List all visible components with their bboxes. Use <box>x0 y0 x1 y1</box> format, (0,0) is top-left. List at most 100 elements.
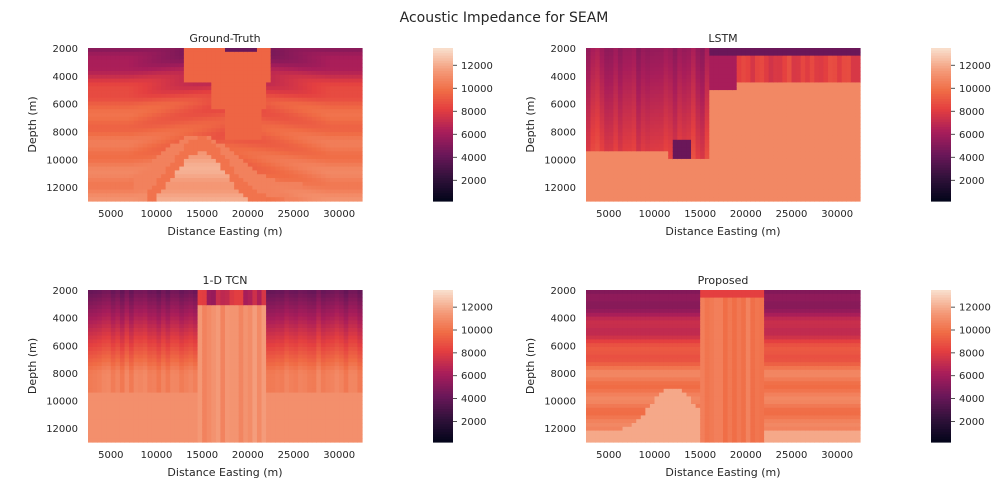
heatmap-cell <box>704 189 710 194</box>
heatmap-cell <box>348 113 354 118</box>
heatmap-cell <box>352 93 359 99</box>
heatmap-cell <box>659 197 665 202</box>
heatmap-cell <box>631 147 637 152</box>
heatmap-cell <box>151 78 158 84</box>
heatmap-cell <box>764 143 770 149</box>
heatmap-cell <box>352 74 359 80</box>
heatmap-cell <box>165 59 171 64</box>
heatmap-cell <box>215 151 222 156</box>
heatmap-cell <box>147 101 153 106</box>
heatmap-cell <box>723 143 729 149</box>
heatmap-cell <box>129 70 135 76</box>
heatmap-cell <box>704 59 710 64</box>
heatmap-cell <box>97 158 103 164</box>
heatmap-cell <box>311 55 317 61</box>
heatmap-cell <box>156 51 162 57</box>
heatmap-cell <box>202 193 208 198</box>
heatmap-cell <box>97 155 103 160</box>
heatmap-cell <box>348 132 354 137</box>
heatmap-cell <box>832 181 838 187</box>
heatmap-cell <box>316 128 322 133</box>
heatmap-cell <box>645 135 651 141</box>
colorbar-segment <box>931 134 951 138</box>
heatmap-cell <box>636 70 642 76</box>
heatmap-cell <box>92 193 98 198</box>
heatmap-cell <box>736 197 742 202</box>
heatmap-cell <box>850 143 857 149</box>
colorbar-tick-label: 12000 <box>959 61 991 72</box>
heatmap-cell <box>261 185 267 191</box>
heatmap-cell <box>622 189 628 194</box>
heatmap-cell <box>133 158 139 164</box>
heatmap-cell <box>156 132 162 137</box>
heatmap-cell <box>745 189 751 194</box>
heatmap-cell <box>782 174 788 179</box>
heatmap-cell <box>147 109 153 114</box>
x-tick-label: 5000 <box>596 209 621 220</box>
colorbar-segment <box>433 93 453 98</box>
heatmap-cell <box>170 105 176 110</box>
heatmap-cell <box>741 113 747 118</box>
heatmap-cell <box>156 193 162 198</box>
heatmap-cell <box>636 78 642 84</box>
heatmap-cell <box>334 174 340 179</box>
heatmap-cell <box>695 51 701 57</box>
heatmap-cell <box>709 197 715 202</box>
heatmap-cell <box>266 193 272 198</box>
heatmap-cell <box>320 124 327 129</box>
heatmap-cell <box>622 93 628 99</box>
colorbar-segment <box>433 50 453 54</box>
heatmap-cell <box>348 105 354 110</box>
heatmap-cell <box>727 139 733 145</box>
heatmap-cell <box>586 197 592 202</box>
heatmap-cell <box>147 105 153 110</box>
heatmap-cell <box>188 166 194 171</box>
heatmap-cell <box>243 116 249 122</box>
colorbar-segment <box>931 109 951 113</box>
heatmap-cell <box>325 113 331 118</box>
heatmap-cell <box>156 155 162 160</box>
heatmap-cell <box>243 90 249 95</box>
heatmap-cell <box>640 55 646 61</box>
y-tick-label: 4000 <box>53 72 78 83</box>
heatmap-cell <box>97 74 103 80</box>
heatmap-cell <box>796 178 802 183</box>
heatmap-cell <box>234 158 240 164</box>
heatmap-cell <box>88 120 94 126</box>
heatmap-cell <box>718 82 724 87</box>
heatmap-cell <box>101 143 107 149</box>
heatmap-cell <box>718 178 724 183</box>
heatmap-cell <box>613 113 619 118</box>
heatmap-cell <box>161 116 167 122</box>
heatmap-cell <box>197 124 203 129</box>
heatmap-cell <box>768 55 774 61</box>
heatmap-cell <box>659 155 665 160</box>
heatmap-cell <box>293 86 299 91</box>
colorbar-segment <box>931 198 951 202</box>
heatmap-cell <box>206 59 212 64</box>
heatmap-cell <box>193 109 199 114</box>
heatmap-cell <box>800 78 806 84</box>
heatmap-cell <box>686 48 692 53</box>
heatmap-cell <box>357 78 363 84</box>
heatmap-cell <box>759 78 765 84</box>
heatmap-cell <box>823 128 829 133</box>
heatmap-cell <box>220 132 226 137</box>
heatmap-cell <box>832 109 838 114</box>
heatmap-cell <box>357 74 363 80</box>
heatmap-cell <box>174 166 180 171</box>
heatmap-cell <box>211 93 217 99</box>
heatmap-cell <box>293 139 299 145</box>
heatmap-cell <box>348 55 354 61</box>
heatmap-cell <box>777 86 783 91</box>
heatmap-cell <box>225 143 231 149</box>
heatmap-cell <box>284 82 290 87</box>
heatmap-cell <box>279 105 285 110</box>
heatmap-cell <box>161 63 167 68</box>
heatmap-cell <box>745 70 751 76</box>
heatmap-cell <box>663 139 669 145</box>
heatmap-cell <box>681 78 688 84</box>
heatmap-cell <box>672 74 678 80</box>
heatmap-cell <box>275 166 281 171</box>
colorbar-segment <box>931 188 951 192</box>
